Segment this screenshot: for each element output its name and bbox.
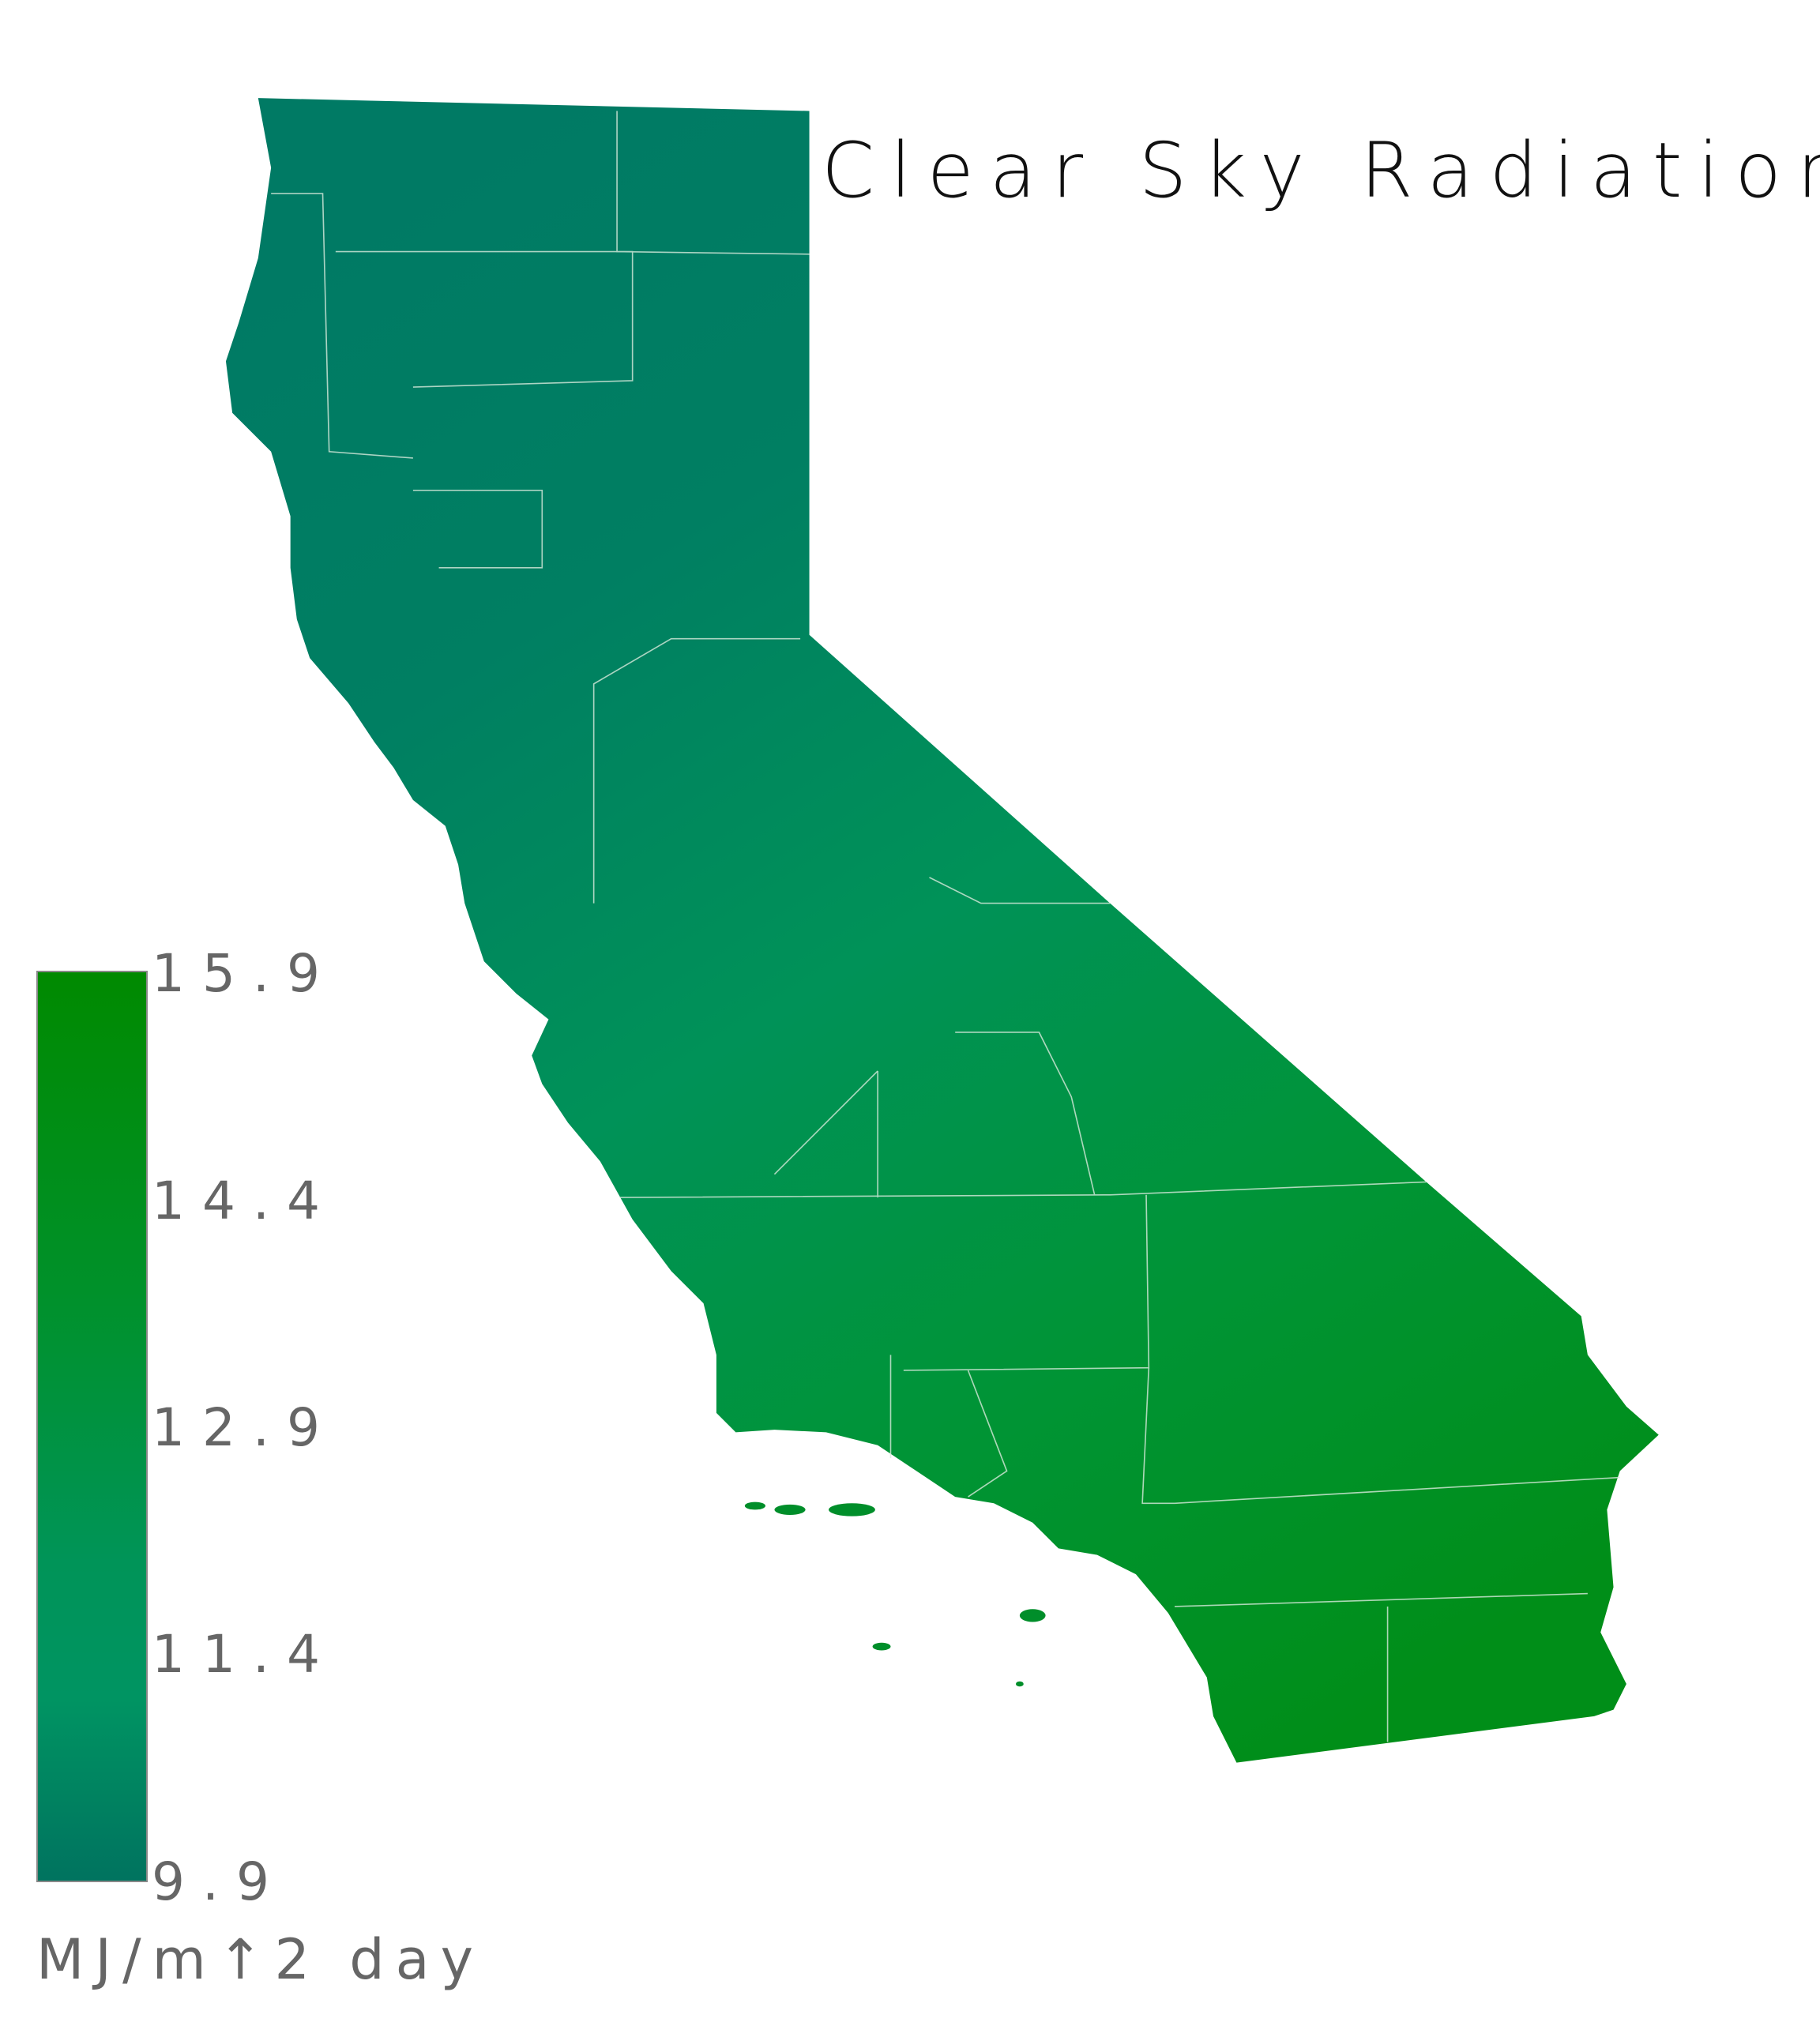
colorbar-unit-label: MJ/m↑2 day: [36, 1927, 485, 1992]
colorbar: [36, 971, 148, 1882]
colorbar-tick-label: 9.9: [152, 1851, 287, 1912]
channel-islands: [744, 1501, 1046, 1687]
county-borders: [271, 111, 1620, 1742]
colorbar-tick-label: 12.9: [152, 1397, 337, 1458]
colorbar-tick-label: 15.9: [152, 943, 337, 1004]
california-outline: [225, 98, 1659, 1763]
map-title: Clear Sky Radiation: [822, 126, 1820, 215]
colorbar-tick-label: 11.4: [152, 1624, 337, 1685]
colorbar-tick-label: 14.4: [152, 1171, 337, 1231]
